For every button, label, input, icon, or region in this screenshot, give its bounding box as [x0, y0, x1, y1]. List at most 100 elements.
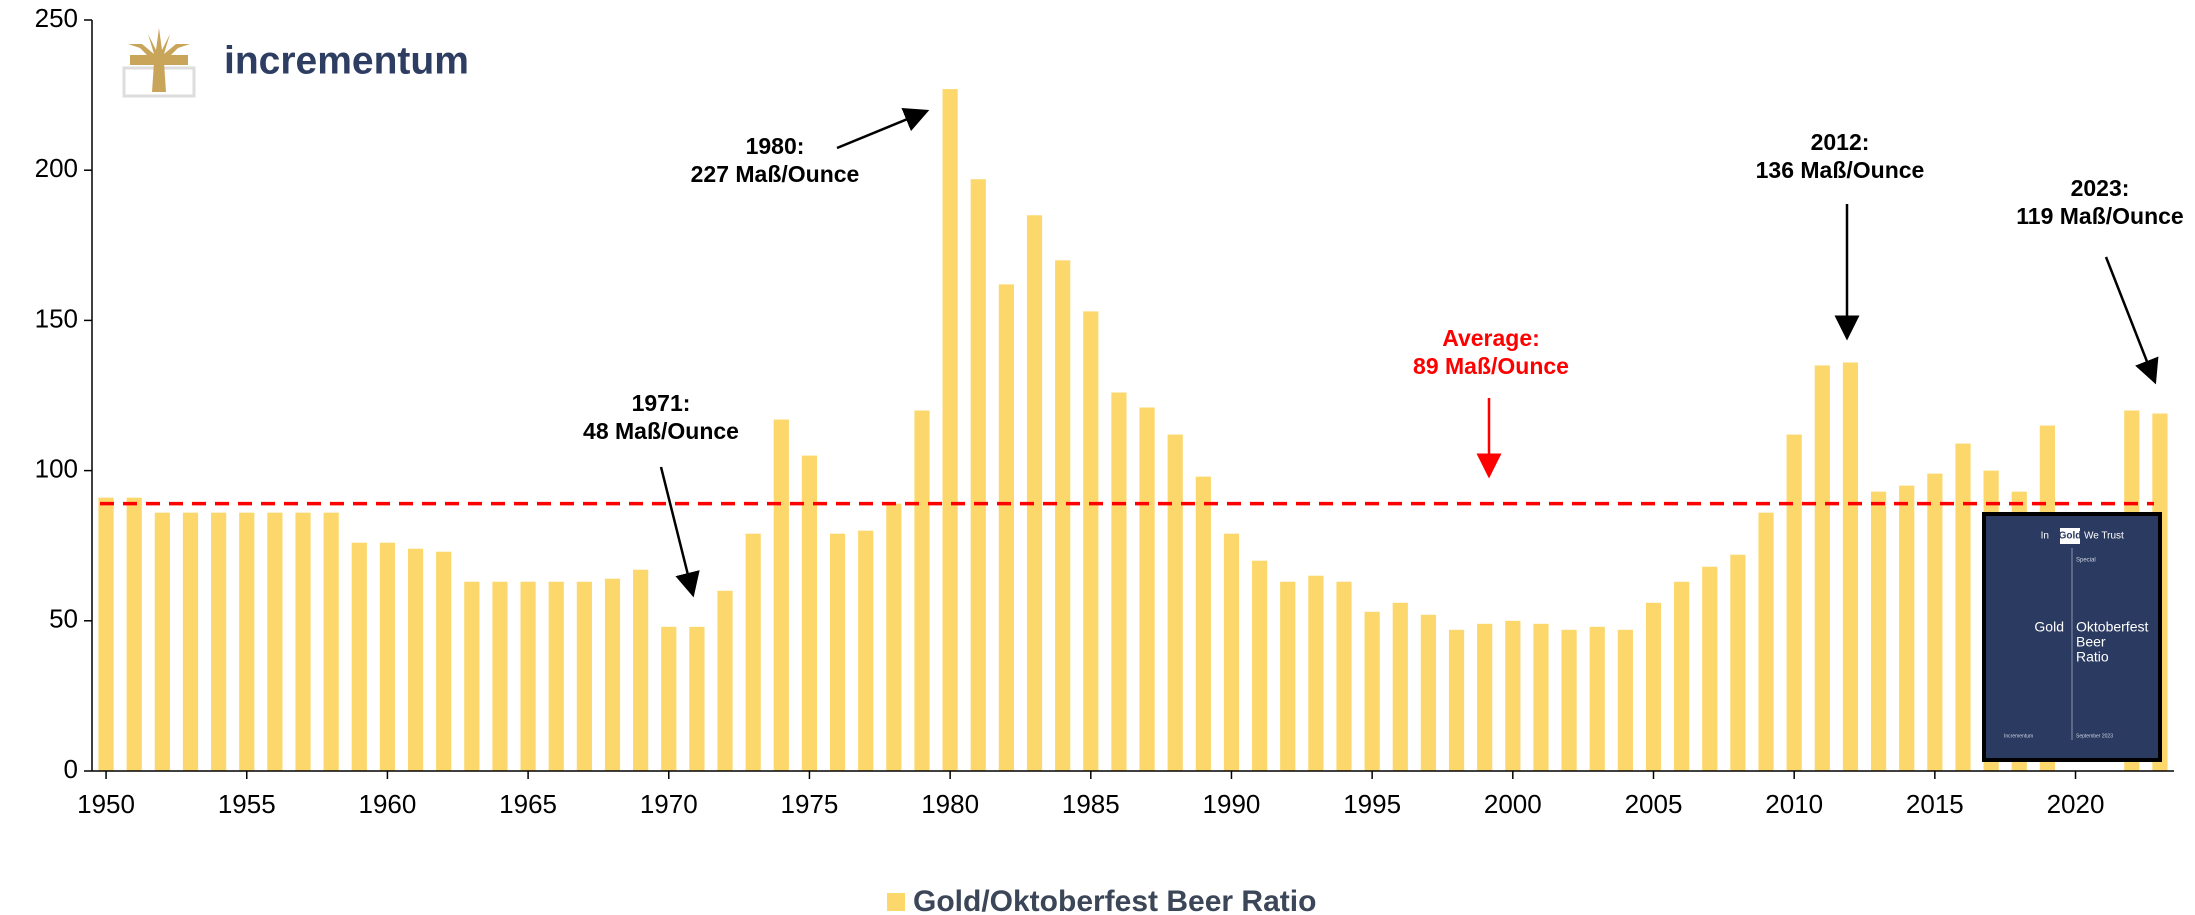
y-tick-label: 0 — [64, 754, 78, 784]
bar — [182, 512, 199, 771]
cover-brand: Gold — [2059, 531, 2082, 542]
bar — [1223, 533, 1240, 771]
x-tick-label: 1960 — [358, 789, 416, 819]
bar — [576, 581, 592, 771]
cover-brand: We Trust — [2084, 531, 2124, 542]
bar — [661, 626, 677, 771]
cover-footer: Incrementum — [2004, 733, 2033, 739]
bar — [1730, 554, 1746, 771]
bar — [1448, 629, 1465, 771]
annotation: 48 Maß/Ounce — [583, 418, 739, 444]
bar — [1026, 215, 1043, 771]
annotation: 119 Maß/Ounce — [2016, 203, 2183, 229]
bar — [1336, 581, 1352, 771]
bar — [1927, 473, 1943, 771]
bar — [1561, 629, 1577, 771]
x-tick-label: 2010 — [1765, 789, 1823, 819]
bar — [267, 512, 283, 771]
bar — [1308, 575, 1324, 771]
bar — [1758, 512, 1774, 771]
bar — [98, 497, 114, 771]
x-tick-label: 2000 — [1484, 789, 1542, 819]
bar — [970, 179, 986, 771]
bar — [1364, 611, 1380, 771]
bar — [633, 569, 649, 771]
bar — [1870, 491, 1887, 771]
average-label: 89 Maß/Ounce — [1413, 353, 1569, 379]
bar — [1617, 629, 1633, 771]
x-tick-label: 1985 — [1062, 789, 1120, 819]
bar — [1420, 614, 1437, 771]
x-tick-label: 2005 — [1625, 789, 1683, 819]
y-tick-label: 100 — [35, 453, 78, 483]
bar — [1083, 311, 1099, 771]
cover-left: Gold — [2034, 619, 2064, 635]
legend-swatch — [887, 893, 905, 911]
bar — [998, 284, 1014, 771]
bar — [239, 512, 255, 771]
annotation: 227 Maß/Ounce — [691, 161, 860, 187]
bar — [942, 89, 958, 772]
annotation: 136 Maß/Ounce — [1756, 157, 1925, 183]
y-tick-label: 200 — [35, 153, 78, 183]
cover-right: Ratio — [2076, 649, 2109, 665]
x-tick-label: 1980 — [921, 789, 979, 819]
bar — [126, 497, 142, 771]
x-tick-label: 1990 — [1203, 789, 1261, 819]
bar — [1645, 602, 1662, 771]
x-tick-label: 1995 — [1343, 789, 1401, 819]
bar — [211, 512, 227, 771]
bar — [323, 512, 339, 771]
bar — [689, 626, 705, 771]
bar — [717, 590, 733, 771]
bar — [1589, 626, 1605, 771]
x-tick-label: 1955 — [218, 789, 276, 819]
bar — [1674, 581, 1690, 771]
bar — [520, 581, 536, 771]
y-tick-label: 50 — [49, 604, 78, 634]
bar — [914, 410, 930, 771]
logo: incrementum — [122, 28, 469, 98]
cover-right: Oktoberfest — [2076, 619, 2148, 635]
bar — [801, 455, 818, 771]
cover-tag: Special — [2076, 558, 2096, 564]
bar — [1786, 434, 1802, 771]
bar — [604, 578, 621, 771]
bar — [1252, 560, 1268, 771]
bar — [1111, 392, 1127, 771]
bar — [1533, 623, 1549, 771]
bar — [548, 581, 564, 771]
bar — [1477, 623, 1493, 771]
bar — [1280, 581, 1296, 771]
bar — [886, 503, 902, 771]
cover: In Gold We Trust Special Gold Oktoberfes… — [1982, 512, 2162, 762]
bar — [154, 512, 170, 771]
bar — [492, 581, 508, 771]
cover-footer: September 2023 — [2076, 733, 2113, 739]
y-tick-label: 150 — [35, 303, 78, 333]
bar — [745, 533, 761, 771]
average-label: Average: — [1442, 325, 1540, 351]
bar — [436, 551, 452, 771]
legend-label: Gold/Oktoberfest Beer Ratio — [913, 885, 1316, 915]
bar — [858, 530, 874, 771]
bar — [1195, 476, 1211, 771]
cover-right: Beer — [2076, 634, 2106, 650]
x-tick-label: 2020 — [2047, 789, 2105, 819]
bar — [1842, 362, 1859, 771]
x-tick-label: 1970 — [640, 789, 698, 819]
bar — [464, 581, 480, 771]
bar — [379, 542, 396, 771]
bar — [351, 542, 367, 771]
bar — [1139, 407, 1155, 771]
bar — [773, 419, 789, 771]
annotation: 2023: — [2071, 175, 2130, 201]
bar — [1899, 485, 1915, 771]
x-tick-label: 1975 — [781, 789, 839, 819]
x-tick-label: 2015 — [1906, 789, 1964, 819]
arrows — [659, 107, 2159, 598]
bar — [1505, 620, 1521, 771]
annotation: 1980: — [746, 133, 805, 159]
bar — [1702, 566, 1718, 771]
